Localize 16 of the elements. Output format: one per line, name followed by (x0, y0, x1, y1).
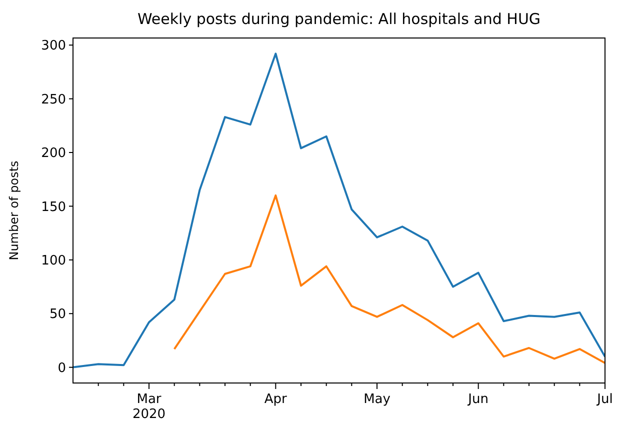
x-tick-label: May (364, 392, 391, 407)
y-tick-label: 300 (41, 38, 66, 54)
x-tick-label: Jul (596, 392, 613, 407)
y-tick-label: 100 (41, 253, 66, 268)
line-series (173, 194, 605, 364)
y-tick-label: 250 (41, 92, 66, 108)
x-tick-label: Jun (467, 392, 488, 407)
x-tick-label: Mar 2020 (132, 392, 166, 422)
chart-title: Weekly posts during pandemic: All hospitals and HUG (137, 10, 541, 28)
y-tick-label: 150 (41, 200, 66, 215)
y-tick-label: 50 (49, 307, 66, 322)
x-tick-label: Apr (264, 392, 288, 407)
line-series (73, 52, 605, 368)
y-tick-label: 200 (41, 146, 66, 162)
y-tick-label: 0 (58, 360, 66, 376)
y-axis-title: Number of posts (7, 160, 21, 260)
